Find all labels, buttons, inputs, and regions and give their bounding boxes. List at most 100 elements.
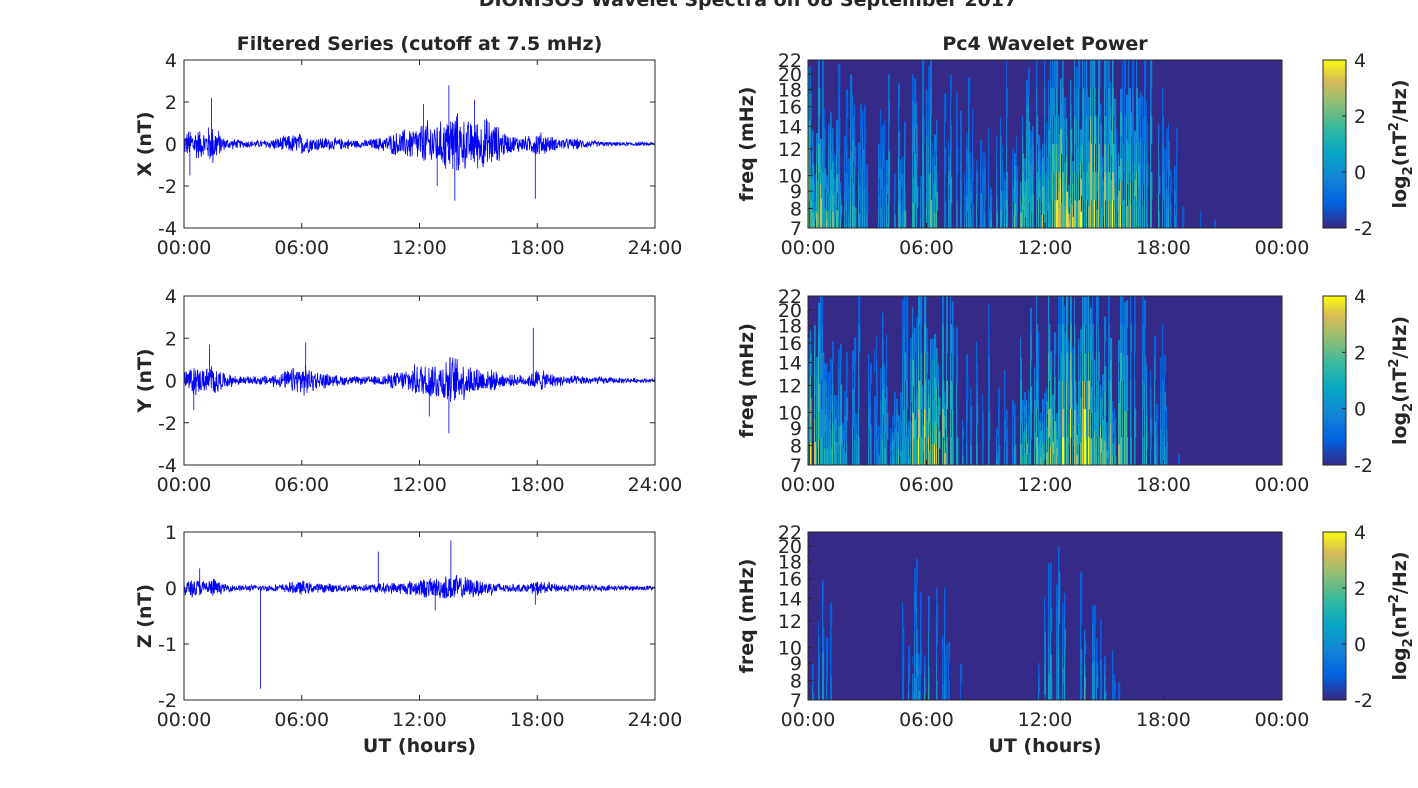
heatmap-streak: [936, 624, 938, 645]
heatmap-streak: [1076, 147, 1079, 175]
heatmap-streak: [1090, 60, 1092, 89]
heatmap-streak: [916, 341, 918, 367]
heatmap-streak: [822, 116, 824, 145]
heatmap-streak: [944, 415, 946, 429]
heatmap-streak: [948, 170, 951, 186]
heatmap-streak: [1068, 381, 1070, 404]
heatmap-streak: [1086, 380, 1089, 410]
colorbar-label-sub: 2: [1401, 403, 1416, 412]
heatmap-streak: [836, 174, 839, 193]
heatmap-streak: [1086, 172, 1088, 201]
heatmap-streak: [1014, 215, 1016, 229]
heatmap-streak: [1100, 659, 1103, 681]
heatmap-streak: [928, 647, 930, 666]
heatmap-streak: [1104, 390, 1107, 417]
heatmap-streak: [1030, 195, 1033, 213]
heatmap-streak: [1090, 172, 1093, 201]
heatmap-streak: [1112, 88, 1114, 117]
heatmap-streak: [922, 116, 925, 145]
heatmap-streak: [830, 447, 833, 466]
heatmap-streak: [924, 408, 926, 438]
heatmap-streak: [1056, 144, 1058, 173]
heatmap-streak: [1112, 60, 1114, 89]
heatmap-streak: [938, 397, 941, 415]
heatmap-streak: [882, 439, 884, 466]
heatmap-streak: [1128, 144, 1130, 173]
heatmap-streak: [936, 406, 938, 427]
heatmap-streak: [1056, 653, 1058, 678]
heatmap-streak: [916, 652, 919, 677]
heatmap-streak: [840, 424, 843, 446]
heatmap-streak: [838, 118, 841, 147]
heatmap-streak: [1086, 408, 1089, 438]
signal-trace: [183, 85, 656, 201]
heatmap-streak: [1024, 181, 1027, 194]
y-tick-label: 12: [778, 611, 802, 633]
heatmap-streak: [1130, 324, 1133, 353]
heatmap-streak: [1166, 188, 1168, 209]
colorbar-label-sub: 2: [1401, 166, 1416, 175]
heatmap-streak: [816, 148, 818, 166]
heatmap-streak: [852, 426, 854, 447]
heatmap-streak: [926, 205, 928, 229]
heatmap-streak: [990, 211, 992, 221]
plot-area: [184, 532, 655, 700]
heatmap-streak: [1176, 127, 1178, 154]
heatmap-streak: [1058, 115, 1060, 135]
heatmap-streak: [1144, 88, 1146, 117]
heatmap-streak: [828, 449, 831, 466]
heatmap-streak: [1052, 172, 1054, 201]
heatmap-streak: [1042, 443, 1044, 455]
heatmap-streak: [988, 331, 990, 359]
heatmap-streak: [960, 110, 962, 135]
heatmap-streak: [1048, 590, 1050, 619]
heatmap-streak: [848, 172, 850, 187]
heatmap-streak: [888, 99, 890, 126]
heatmap-streak: [808, 380, 811, 402]
heatmap-streak: [932, 199, 934, 215]
heatmap-streak: [1110, 203, 1112, 229]
heatmap-streak: [876, 386, 878, 414]
heatmap-streak: [1062, 436, 1065, 466]
heatmap-streak: [1038, 376, 1040, 399]
heatmap-streak: [1012, 162, 1014, 176]
heatmap-streak: [1074, 172, 1076, 201]
heatmap-streak: [846, 172, 849, 201]
heatmap-streak: [1100, 207, 1103, 229]
heatmap-streak: [1154, 443, 1157, 466]
heatmap-streak: [816, 356, 818, 376]
heatmap-streak: [1076, 174, 1078, 202]
heatmap-streak: [1144, 437, 1146, 466]
heatmap-streak: [1000, 209, 1002, 229]
heatmap-streak: [936, 155, 938, 175]
heatmap-streak: [1060, 78, 1062, 104]
heatmap-streak: [1058, 436, 1060, 466]
x-tick-label: 18:00: [1136, 474, 1191, 496]
heatmap-streak: [1166, 453, 1168, 466]
heatmap-streak: [894, 415, 896, 429]
x-tick-label: 00:00: [157, 237, 212, 259]
heatmap-streak: [1042, 171, 1044, 187]
heatmap-streak: [1070, 178, 1072, 204]
heatmap-streak: [934, 150, 936, 167]
heatmap-streak: [1006, 428, 1009, 448]
heatmap-streak: [1078, 172, 1080, 201]
heatmap-streak: [1096, 675, 1099, 689]
heatmap-streak: [944, 609, 946, 633]
heatmap-streak: [1064, 610, 1066, 630]
heatmap-streak: [1074, 409, 1076, 438]
heatmap-streak: [918, 690, 921, 701]
heatmap-streak: [1040, 456, 1043, 466]
heatmap-streak: [1146, 448, 1148, 466]
heatmap-streak: [948, 141, 950, 157]
heatmap-streak: [1086, 296, 1088, 325]
heatmap-streak: [1100, 451, 1102, 466]
heatmap-streak: [1164, 428, 1166, 448]
heatmap-streak: [830, 411, 831, 431]
heatmap-streak: [884, 364, 886, 382]
heatmap-streak: [1150, 60, 1153, 89]
heatmap-streak: [1062, 144, 1064, 173]
heatmap-streak: [1080, 178, 1083, 196]
heatmap-streak: [826, 219, 828, 229]
